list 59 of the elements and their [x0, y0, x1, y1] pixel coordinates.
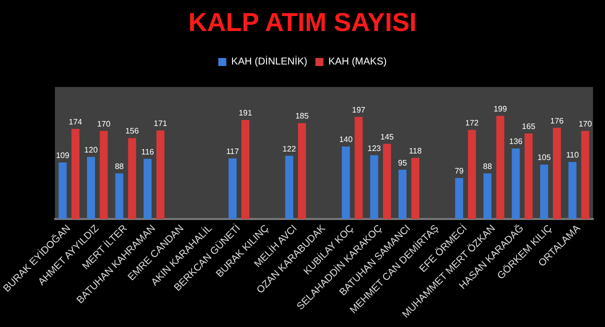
bar	[382, 144, 391, 219]
data-label: 123	[368, 144, 382, 153]
bar	[86, 156, 95, 219]
bar	[128, 138, 136, 219]
bar	[71, 128, 80, 219]
data-label: 174	[68, 117, 83, 126]
bar	[298, 123, 306, 219]
data-label: 105	[537, 153, 552, 162]
bar	[568, 162, 576, 219]
bar	[156, 130, 164, 219]
data-label: 145	[380, 132, 394, 142]
bar	[370, 155, 378, 219]
data-label: 109	[56, 151, 70, 160]
bar	[455, 178, 464, 219]
data-label: 95	[398, 158, 408, 168]
data-label: 122	[282, 144, 296, 154]
bar	[411, 158, 420, 219]
legend-label: KAH (MAKS)	[328, 56, 387, 68]
data-label: 176	[550, 116, 564, 126]
legend-label: KAH (DİNLENİK)	[231, 56, 308, 68]
data-label: 118	[408, 146, 422, 156]
bar	[342, 146, 350, 219]
data-label: 136	[509, 137, 524, 146]
bar	[398, 170, 407, 219]
data-label: 120	[84, 145, 98, 154]
data-label: 197	[352, 105, 366, 114]
chart-title: KALP ATIM SAYISI	[188, 7, 417, 37]
data-label: 110	[566, 150, 580, 160]
data-label: 79	[454, 166, 464, 176]
data-label: 88	[483, 162, 492, 171]
data-label: 170	[578, 119, 592, 128]
data-label: 140	[339, 134, 354, 144]
data-label: 170	[97, 119, 111, 128]
data-label: 172	[465, 118, 480, 128]
data-label: 185	[295, 112, 310, 121]
bar	[496, 116, 504, 219]
bar	[540, 164, 548, 219]
bar	[354, 116, 363, 219]
data-label: 199	[494, 104, 508, 114]
bar	[285, 156, 294, 219]
bar	[552, 128, 561, 219]
bar	[144, 158, 152, 219]
bar	[581, 130, 590, 219]
data-label: 156	[125, 126, 140, 136]
data-label: 88	[114, 162, 124, 171]
bar	[115, 173, 124, 219]
bar	[512, 148, 520, 219]
bar	[100, 130, 108, 219]
data-label: 116	[141, 147, 155, 156]
bar	[468, 130, 476, 219]
bar	[228, 158, 237, 219]
bar	[58, 162, 67, 219]
data-label: 117	[226, 146, 240, 156]
bar	[524, 133, 533, 219]
bar	[483, 173, 492, 219]
data-label: 171	[154, 118, 168, 128]
bar	[241, 120, 250, 219]
data-label: 191	[238, 108, 253, 118]
data-label: 165	[522, 122, 536, 131]
